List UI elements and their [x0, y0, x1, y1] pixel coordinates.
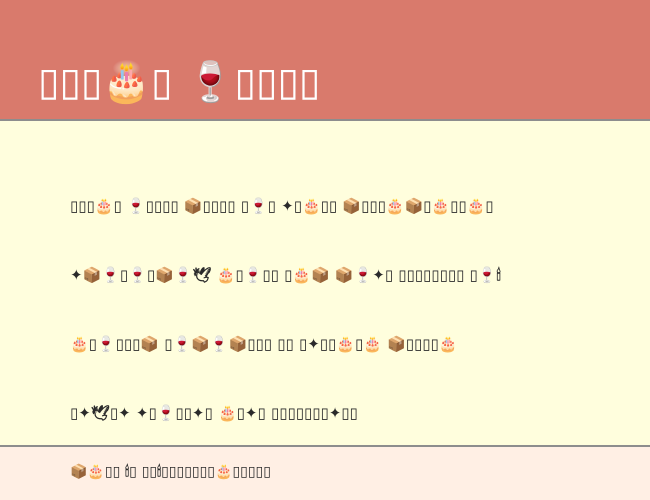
footer-sample-text: 📦🎂▯▯ 🕯▯ ▯▯🕯▯▯▯▯▯▯▯🎂▯▯▯▯▯	[70, 464, 271, 480]
footer-divider	[0, 445, 650, 447]
sample-text-line: 🎂▯🍷▯▯▯📦 ▯🍷📦🍷📦▯▯▯ ▯▯ ▯✦▯▯🎂▯🎂 📦▯▯▯▯🎂	[70, 335, 458, 353]
font-preview-title: ▯▯▯🎂▯ 🍷▯▯▯▯	[38, 60, 321, 105]
header-banner: ▯▯▯🎂▯ 🍷▯▯▯▯	[0, 0, 650, 121]
footer-panel: 📦🎂▯▯ 🕯▯ ▯▯🕯▯▯▯▯▯▯▯🎂▯▯▯▯▯	[0, 447, 650, 500]
sample-text-line: ✦📦🍷▯🍷▯📦🍷🕊 🎂▯🍷▯▯ ▯🎂📦 📦🍷✦▯ ▯▯▯▯▯▯▯▯ ▯🍷🕯	[70, 266, 501, 284]
sample-text-block: ▯▯▯🎂▯ 🍷▯▯▯▯ 📦▯▯▯▯ ▯🍷▯ ✦▯🎂▯▯ 📦▯▯▯🎂📦▯🎂▯▯🎂▯…	[70, 149, 590, 471]
sample-text-line: ▯✦🕊▯✦ ✦▯🍷▯▯✦▯ 🎂▯✦▯ ▯▯▯▯▯▯▯✦▯▯	[70, 404, 358, 422]
sample-text-line: ▯▯▯🎂▯ 🍷▯▯▯▯ 📦▯▯▯▯ ▯🍷▯ ✦▯🎂▯▯ 📦▯▯▯🎂📦▯🎂▯▯🎂▯	[70, 197, 494, 215]
